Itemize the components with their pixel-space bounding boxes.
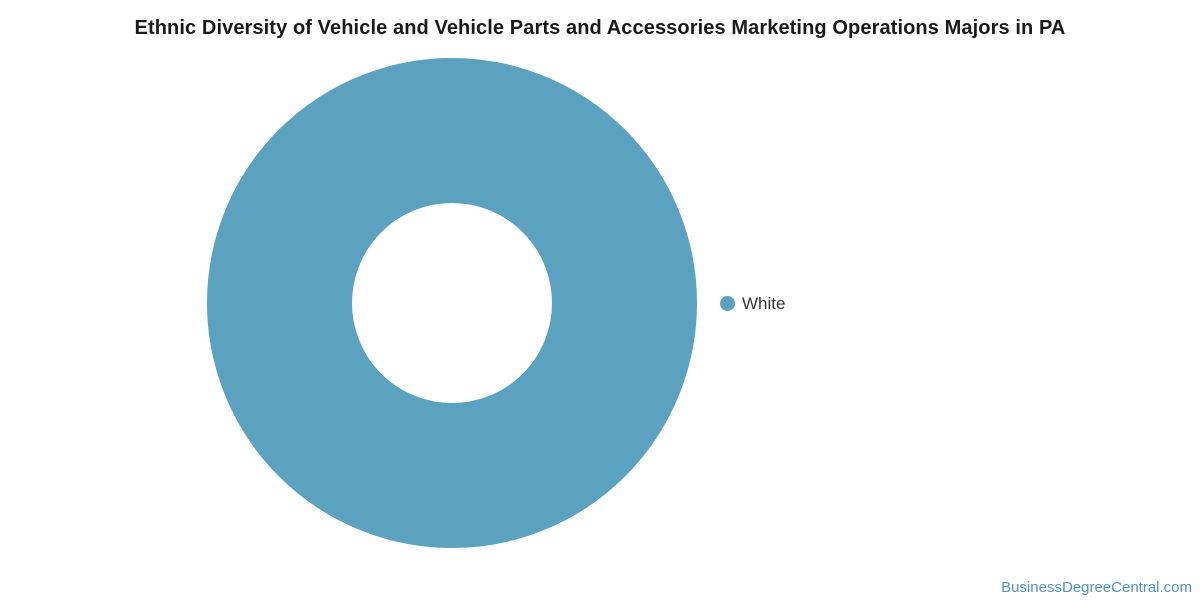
donut-chart[interactable] — [207, 58, 697, 548]
legend-item-white[interactable]: White — [720, 295, 785, 312]
legend-label-white: White — [742, 294, 786, 313]
legend-swatch-white — [720, 296, 735, 311]
donut-svg[interactable] — [207, 58, 697, 548]
chart-title: Ethnic Diversity of Vehicle and Vehicle … — [134, 17, 1066, 39]
legend: White — [720, 295, 785, 312]
donut-slice-white[interactable] — [207, 58, 697, 548]
watermark-link[interactable]: BusinessDegreeCentral.com — [1001, 579, 1192, 596]
